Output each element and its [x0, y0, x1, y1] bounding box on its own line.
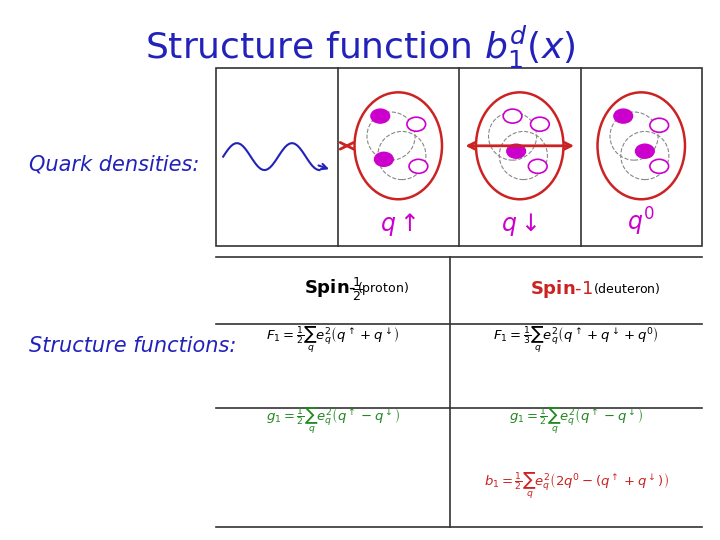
Text: $\mathbf{Spin}\text{-}\!\frac{1}{2}$: $\mathbf{Spin}\text{-}\!\frac{1}{2}$	[304, 275, 362, 303]
Circle shape	[528, 159, 547, 173]
Text: $b_1 = \frac{1}{2}\sum_q e_q^2\left(2q^0 - (q^\uparrow + q^\downarrow)\right)$: $b_1 = \frac{1}{2}\sum_q e_q^2\left(2q^0…	[484, 471, 668, 501]
Text: Structure function $b_1^d(x)$: Structure function $b_1^d(x)$	[145, 24, 575, 71]
Bar	[216, 68, 702, 246]
Text: $g_1 = \frac{1}{2}\sum_q e_q^2\left(q^\uparrow - q^\downarrow\right)$: $g_1 = \frac{1}{2}\sum_q e_q^2\left(q^\u…	[266, 406, 400, 436]
Circle shape	[374, 152, 393, 166]
Text: $\mathrm{(deuteron)}$: $\mathrm{(deuteron)}$	[593, 281, 660, 296]
Circle shape	[614, 109, 633, 123]
Circle shape	[503, 109, 522, 123]
Text: Quark densities:: Quark densities:	[29, 154, 199, 175]
Circle shape	[650, 159, 669, 173]
Text: $g_1 = \frac{1}{2}\sum_q e_q^2\left(q^\uparrow - q^\downarrow\right)$: $g_1 = \frac{1}{2}\sum_q e_q^2\left(q^\u…	[509, 406, 643, 436]
Circle shape	[636, 144, 654, 158]
Ellipse shape	[354, 92, 442, 199]
Circle shape	[371, 109, 390, 123]
Text: Structure functions:: Structure functions:	[29, 335, 236, 356]
Ellipse shape	[476, 92, 564, 199]
Text: $\mathbf{Spin}\text{-}1$: $\mathbf{Spin}\text{-}1$	[530, 278, 593, 300]
Text: $F_1 = \frac{1}{3}\sum_q e_q^2\left(q^\uparrow + q^\downarrow + q^0\right)$: $F_1 = \frac{1}{3}\sum_q e_q^2\left(q^\u…	[493, 325, 659, 355]
Circle shape	[531, 117, 549, 131]
Ellipse shape	[598, 92, 685, 199]
Circle shape	[409, 159, 428, 173]
Text: $F_1 = \frac{1}{2}\sum_q e_q^2\left(q^\uparrow + q^\downarrow\right)$: $F_1 = \frac{1}{2}\sum_q e_q^2\left(q^\u…	[266, 325, 400, 355]
Circle shape	[650, 118, 669, 132]
Circle shape	[407, 117, 426, 131]
Circle shape	[507, 144, 526, 158]
Text: $q\downarrow$: $q\downarrow$	[502, 211, 538, 238]
Text: $q^0$: $q^0$	[627, 205, 655, 238]
Text: $q\uparrow$: $q\uparrow$	[380, 211, 416, 238]
Text: $\mathrm{(proton)}$: $\mathrm{(proton)}$	[357, 280, 410, 298]
